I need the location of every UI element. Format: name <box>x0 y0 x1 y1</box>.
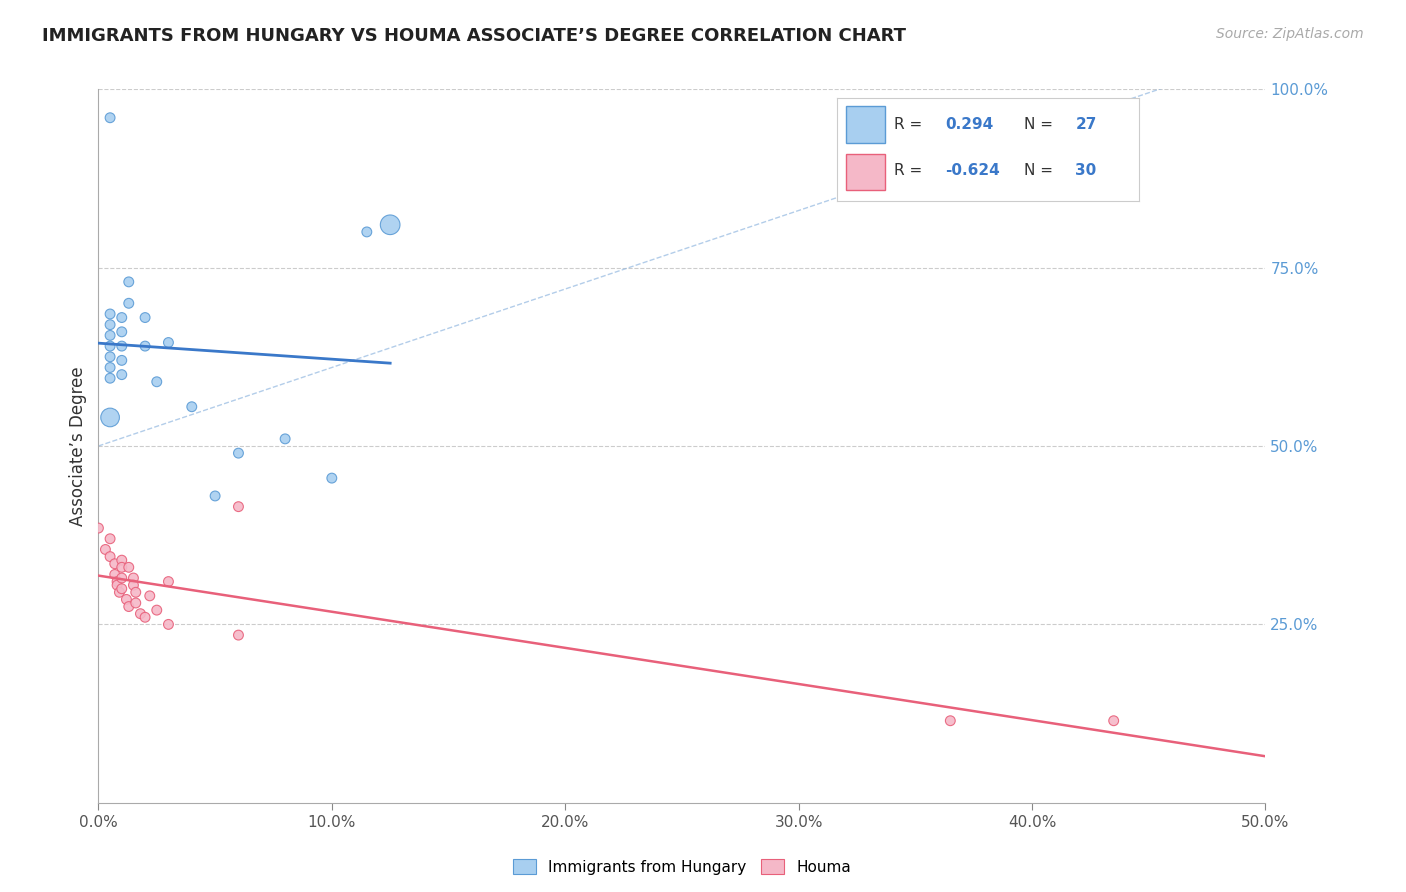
Point <box>105 574 128 589</box>
Point <box>134 339 156 353</box>
Point <box>134 310 156 325</box>
Point <box>228 446 250 460</box>
Point <box>104 557 127 571</box>
Point <box>157 574 180 589</box>
Point <box>87 521 110 535</box>
Point <box>98 549 121 564</box>
Point <box>118 275 141 289</box>
Point <box>157 617 180 632</box>
Text: N =: N = <box>1024 117 1053 132</box>
Point <box>98 339 121 353</box>
Point <box>98 307 121 321</box>
Point <box>1102 714 1125 728</box>
Point <box>139 589 162 603</box>
Point <box>228 500 250 514</box>
Point <box>146 375 169 389</box>
Text: Source: ZipAtlas.com: Source: ZipAtlas.com <box>1216 27 1364 41</box>
FancyBboxPatch shape <box>845 106 884 144</box>
Point <box>98 532 121 546</box>
Point <box>122 571 145 585</box>
Point <box>104 567 127 582</box>
Point <box>939 714 962 728</box>
Point <box>111 368 134 382</box>
Point <box>105 578 128 592</box>
Point <box>111 339 134 353</box>
Point <box>111 310 134 325</box>
Point <box>118 560 141 574</box>
Point <box>146 603 169 617</box>
Point <box>98 410 121 425</box>
Text: N =: N = <box>1024 163 1053 178</box>
Point <box>228 628 250 642</box>
Text: 0.294: 0.294 <box>945 117 994 132</box>
Point <box>125 585 148 599</box>
Point <box>98 318 121 332</box>
Point <box>125 596 148 610</box>
Point <box>157 335 180 350</box>
Point <box>111 571 134 585</box>
Point <box>111 325 134 339</box>
Point <box>204 489 226 503</box>
Text: R =: R = <box>894 163 922 178</box>
Point <box>111 553 134 567</box>
FancyBboxPatch shape <box>845 153 884 190</box>
Legend: Immigrants from Hungary, Houma: Immigrants from Hungary, Houma <box>506 853 858 880</box>
Point <box>111 353 134 368</box>
Point <box>94 542 117 557</box>
Text: R =: R = <box>894 117 922 132</box>
Point <box>98 111 121 125</box>
Point <box>98 360 121 375</box>
Point <box>98 371 121 385</box>
Point <box>118 296 141 310</box>
Point <box>180 400 202 414</box>
Text: IMMIGRANTS FROM HUNGARY VS HOUMA ASSOCIATE’S DEGREE CORRELATION CHART: IMMIGRANTS FROM HUNGARY VS HOUMA ASSOCIA… <box>42 27 907 45</box>
Text: -0.624: -0.624 <box>945 163 1000 178</box>
Point <box>111 582 134 596</box>
Point <box>274 432 297 446</box>
Point <box>98 350 121 364</box>
Point <box>108 585 131 599</box>
Point <box>111 560 134 574</box>
Text: 30: 30 <box>1076 163 1097 178</box>
Point <box>356 225 378 239</box>
Y-axis label: Associate’s Degree: Associate’s Degree <box>69 367 87 525</box>
Point <box>321 471 343 485</box>
Text: 27: 27 <box>1076 117 1097 132</box>
Point <box>134 610 156 624</box>
Point <box>122 578 145 592</box>
Point <box>98 328 121 343</box>
Point <box>129 607 152 621</box>
Point <box>378 218 402 232</box>
Point <box>118 599 141 614</box>
Point <box>115 592 138 607</box>
